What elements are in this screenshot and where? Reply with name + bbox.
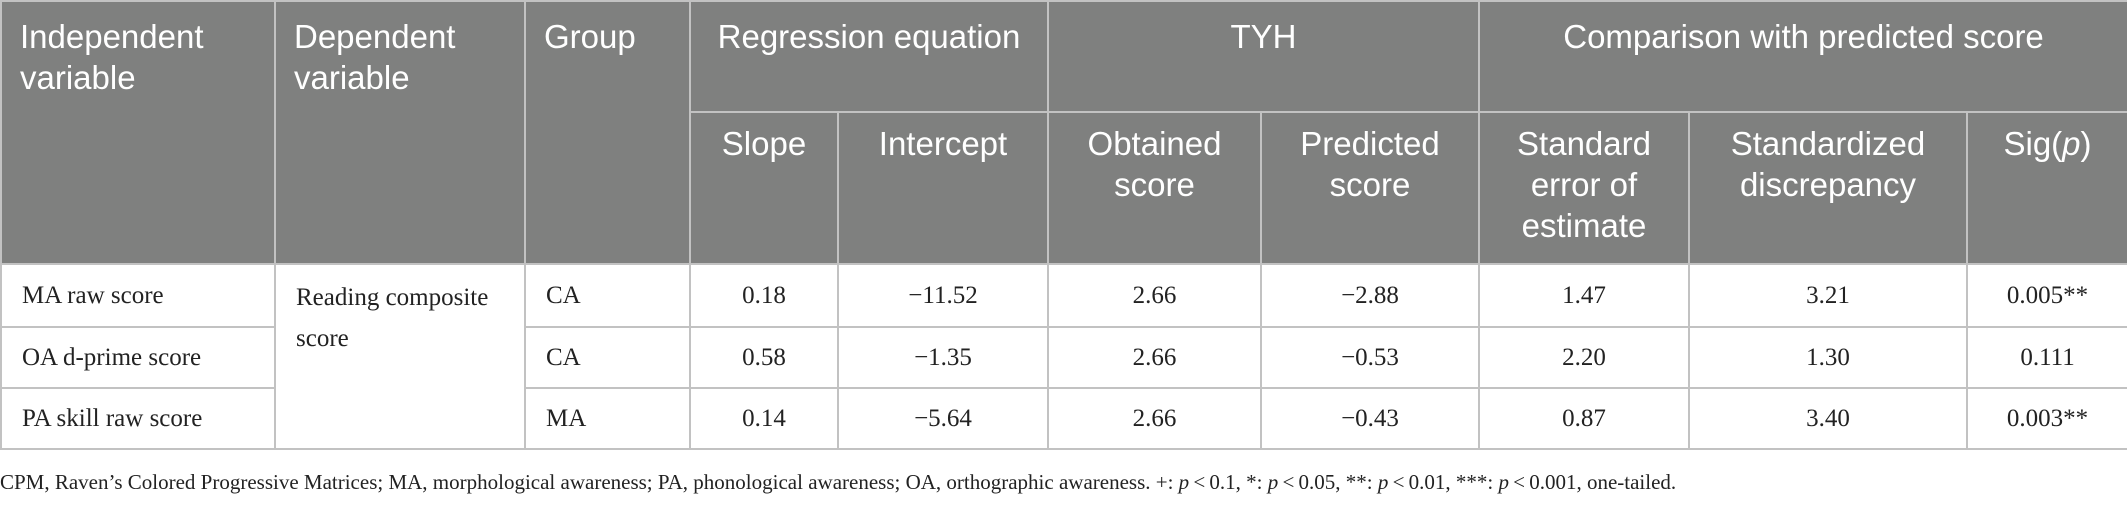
cell-obtained: 2.66 (1047, 387, 1262, 450)
cell-sig: 0.005** (1965, 263, 2127, 328)
header-slope: Slope (689, 111, 839, 265)
cell-sig: 0.003** (1965, 387, 2127, 450)
header-group: Group (524, 0, 691, 265)
cell-predicted: −2.88 (1260, 263, 1480, 328)
cell-obtained: 2.66 (1047, 326, 1262, 389)
cell-predicted: −0.53 (1260, 326, 1480, 389)
cell-slope: 0.18 (689, 263, 839, 328)
cell-intercept: −11.52 (837, 263, 1049, 328)
cell-obtained: 2.66 (1047, 263, 1262, 328)
cell-discrepancy: 3.40 (1688, 387, 1968, 450)
footnote-p: p (1498, 470, 1509, 494)
header-standard-error: Standard error of estimate (1478, 111, 1690, 265)
header-obtained-score: Obtained score (1047, 111, 1262, 265)
footnote-p: p (1178, 470, 1190, 494)
cell-slope: 0.58 (689, 326, 839, 389)
cell-se: 2.20 (1478, 326, 1690, 389)
footnote-text: < 0.05, **: (1278, 470, 1378, 494)
header-standardized-discrepancy: Standardized discrepancy (1688, 111, 1968, 265)
header-intercept: Intercept (837, 111, 1049, 265)
footnote-text: < 0.1, *: (1189, 470, 1268, 494)
footnote-p: p (1377, 470, 1389, 494)
header-predicted-score: Predicted score (1260, 111, 1480, 265)
cell-discrepancy: 3.21 (1688, 263, 1968, 328)
cell-independent: PA skill raw score (0, 387, 276, 450)
footnote-text: < 0.001, one-tailed. (1508, 470, 1677, 494)
cell-dependent: Reading composite score (274, 263, 526, 450)
header-comparison: Comparison with predicted score (1477, 0, 2127, 113)
header-regression-equation: Regression equation (689, 0, 1049, 113)
cell-group: CA (524, 326, 691, 389)
header-dependent-variable: Dependent variable (274, 0, 526, 265)
cell-group: CA (524, 263, 691, 328)
cell-se: 1.47 (1478, 263, 1690, 328)
table-row: PA skill raw score MA 0.14 −5.64 2.66 −0… (0, 387, 2127, 450)
cell-independent: MA raw score (0, 263, 276, 328)
footnote-p: p (1267, 470, 1279, 494)
cell-discrepancy: 1.30 (1688, 326, 1968, 389)
table-row: MA raw score Reading composite score CA … (0, 263, 2127, 450)
header-sig: Sig(p) (1965, 111, 2127, 265)
footnote-text: < 0.01, ***: (1388, 470, 1499, 494)
table-footnote: CPM, Raven’s Colored Progressive Matrice… (0, 470, 1676, 495)
cell-independent: OA d-prime score (0, 326, 276, 389)
cell-predicted: −0.43 (1260, 387, 1480, 450)
cell-se: 0.87 (1478, 387, 1690, 450)
sig-p: p (2062, 125, 2081, 162)
cell-slope: 0.14 (689, 387, 839, 450)
results-table: Independent variable Dependent variable … (0, 0, 2127, 450)
table-row: OA d-prime score CA 0.58 −1.35 2.66 −0.5… (0, 326, 2127, 389)
sig-suffix: ) (2080, 125, 2092, 162)
footnote-text: CPM, Raven’s Colored Progressive Matrice… (0, 470, 1179, 494)
cell-sig: 0.111 (1965, 326, 2127, 389)
header-independent-variable: Independent variable (0, 0, 276, 265)
cell-group: MA (524, 387, 691, 450)
cell-intercept: −1.35 (837, 326, 1049, 389)
cell-intercept: −5.64 (837, 387, 1049, 450)
sig-prefix: Sig( (2003, 125, 2063, 162)
header-tyh: TYH (1047, 0, 1480, 113)
